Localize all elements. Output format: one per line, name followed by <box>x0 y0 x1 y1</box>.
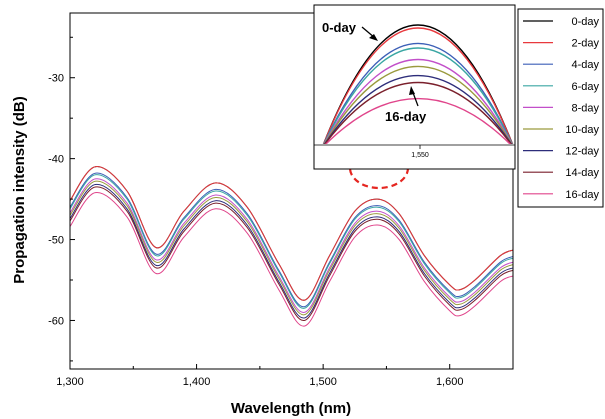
inset-series-lines <box>322 24 514 144</box>
inset-frame <box>313 4 516 170</box>
inset-series-line-12-day <box>323 74 513 144</box>
series-line-4-day <box>70 172 513 308</box>
series-line-6-day <box>70 174 513 309</box>
x-tick-label: 1,400 <box>183 376 211 388</box>
series-line-0-day <box>70 166 513 301</box>
y-axis-title: Propagation intensity (dB) <box>11 96 28 284</box>
legend-label-12-day: 12-day <box>565 146 599 158</box>
x-axis: 1,300 1,400 1,500 1,600 <box>56 364 463 388</box>
series-lines <box>70 166 513 327</box>
legend-label-4-day: 4-day <box>571 59 599 71</box>
y-axis: -60 -50 -40 -30 <box>48 36 75 362</box>
legend-label-0-day: 0-day <box>571 16 599 28</box>
y-tick-label: -30 <box>48 73 64 85</box>
y-tick-label: -60 <box>48 315 64 327</box>
inset-series-line-6-day <box>323 47 513 144</box>
legend-label-14-day: 14-day <box>565 167 599 179</box>
inset-series-line-14-day <box>324 82 512 144</box>
x-tick-label: 1,500 <box>309 376 337 388</box>
series-line-14-day <box>70 186 513 321</box>
legend-label-10-day: 10-day <box>565 124 599 136</box>
x-tick-label: 1,300 <box>56 376 84 388</box>
y-tick-label: -50 <box>48 235 64 247</box>
legend: 0-day 2-day 4-day 6-day 8-day 10-day 12-day 14-… <box>517 8 604 208</box>
x-axis-title: Wavelength (nm) <box>231 400 351 417</box>
series-line-2-day <box>70 166 513 301</box>
inset-arrowhead-last <box>409 86 415 95</box>
legend-label-8-day: 8-day <box>571 102 599 114</box>
legend-label-6-day: 6-day <box>571 81 599 93</box>
inset-x-tick-label: 1,550 <box>411 152 429 159</box>
inset-zoom: 1,550 0-day 16-day <box>313 4 516 170</box>
series-line-16-day <box>70 192 513 327</box>
inset-series-line-4-day <box>323 42 513 144</box>
x-tick-label: 1,600 <box>436 376 464 388</box>
series-line-12-day <box>70 183 513 319</box>
legend-label-16-day: 16-day <box>565 189 599 201</box>
series-line-10-day <box>70 180 513 316</box>
plot-frame <box>69 12 514 370</box>
series-line-8-day <box>70 178 513 313</box>
inset-series-line-10-day <box>323 65 513 144</box>
y-tick-label: -40 <box>48 154 64 166</box>
inset-arrowhead-first <box>369 34 378 41</box>
legend-label-2-day: 2-day <box>571 38 599 50</box>
inset-series-line-8-day <box>323 59 513 144</box>
inset-annotation-last: 16-day <box>385 109 427 124</box>
inset-annotation-first: 0-day <box>322 20 357 35</box>
inset-series-line-2-day <box>322 27 514 144</box>
inset-series-line-16-day <box>325 97 511 144</box>
